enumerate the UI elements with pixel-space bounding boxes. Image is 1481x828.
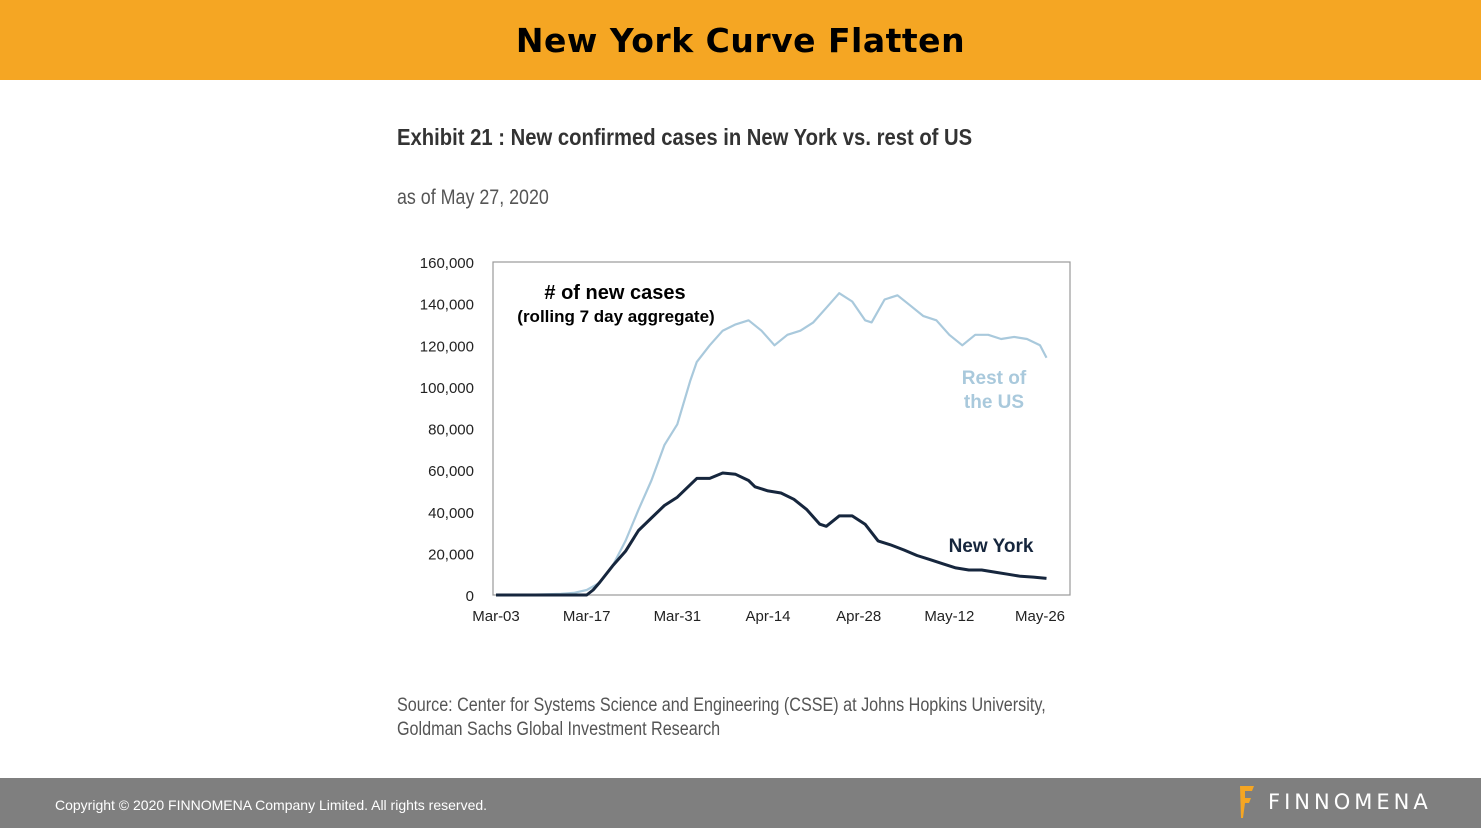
series-label-rest-of-us-1: Rest of xyxy=(962,368,1027,389)
plot-frame xyxy=(492,261,1071,596)
series-label-rest-of-us-2: the US xyxy=(964,392,1024,413)
y-tick-label: 40,000 xyxy=(428,505,474,522)
header-bar: New York Curve Flatten xyxy=(0,0,1481,80)
finnomena-logo: FINNOMENA xyxy=(1240,786,1432,818)
series-line-new-york xyxy=(496,471,1047,597)
y-tick-label: 160,000 xyxy=(420,255,474,272)
logo-f-icon xyxy=(1240,786,1254,818)
x-tick-label: May-26 xyxy=(1015,608,1065,625)
source-line-2: Goldman Sachs Global Investment Research xyxy=(397,719,721,740)
x-tick-label: Mar-17 xyxy=(563,608,611,625)
x-tick-label: Apr-14 xyxy=(745,608,790,625)
x-tick-label: Mar-31 xyxy=(654,608,702,625)
series-label-new-york: New York xyxy=(949,536,1034,557)
y-tick-label: 0 xyxy=(466,588,474,605)
x-tick-label: Apr-28 xyxy=(836,608,881,625)
x-tick-label: May-12 xyxy=(924,608,974,625)
y-tick-label: 80,000 xyxy=(428,422,474,439)
x-tick-label: Mar-03 xyxy=(472,608,520,625)
y-tick-label: 60,000 xyxy=(428,463,474,480)
copyright: Copyright © 2020 FINNOMENA Company Limit… xyxy=(55,797,488,813)
y-tick-label: 100,000 xyxy=(420,380,474,397)
footer: Copyright © 2020 FINNOMENA Company Limit… xyxy=(0,778,1481,828)
y-tick-label: 140,000 xyxy=(420,297,474,314)
source-note: Source: Center for Systems Science and E… xyxy=(397,694,1046,742)
line-chart: 0 20,000 40,000 60,000 80,000 100,000 120,000 1… xyxy=(420,255,1071,625)
series-line-rest-of-the-us xyxy=(495,292,1048,597)
y-tick-label: 120,000 xyxy=(420,338,474,355)
source-line-1: Source: Center for Systems Science and E… xyxy=(397,695,1046,716)
exhibit-title: Exhibit 21 : New confirmed cases in New … xyxy=(397,124,973,150)
chart-annotation-subtitle: (rolling 7 day aggregate) xyxy=(517,307,714,326)
logo-text: FINNOMENA xyxy=(1268,790,1432,814)
y-tick-label: 20,000 xyxy=(428,546,474,563)
page-title: New York Curve Flatten xyxy=(515,20,966,60)
chart-annotation-title: # of new cases xyxy=(544,282,685,304)
exhibit-subtitle: as of May 27, 2020 xyxy=(397,186,549,209)
